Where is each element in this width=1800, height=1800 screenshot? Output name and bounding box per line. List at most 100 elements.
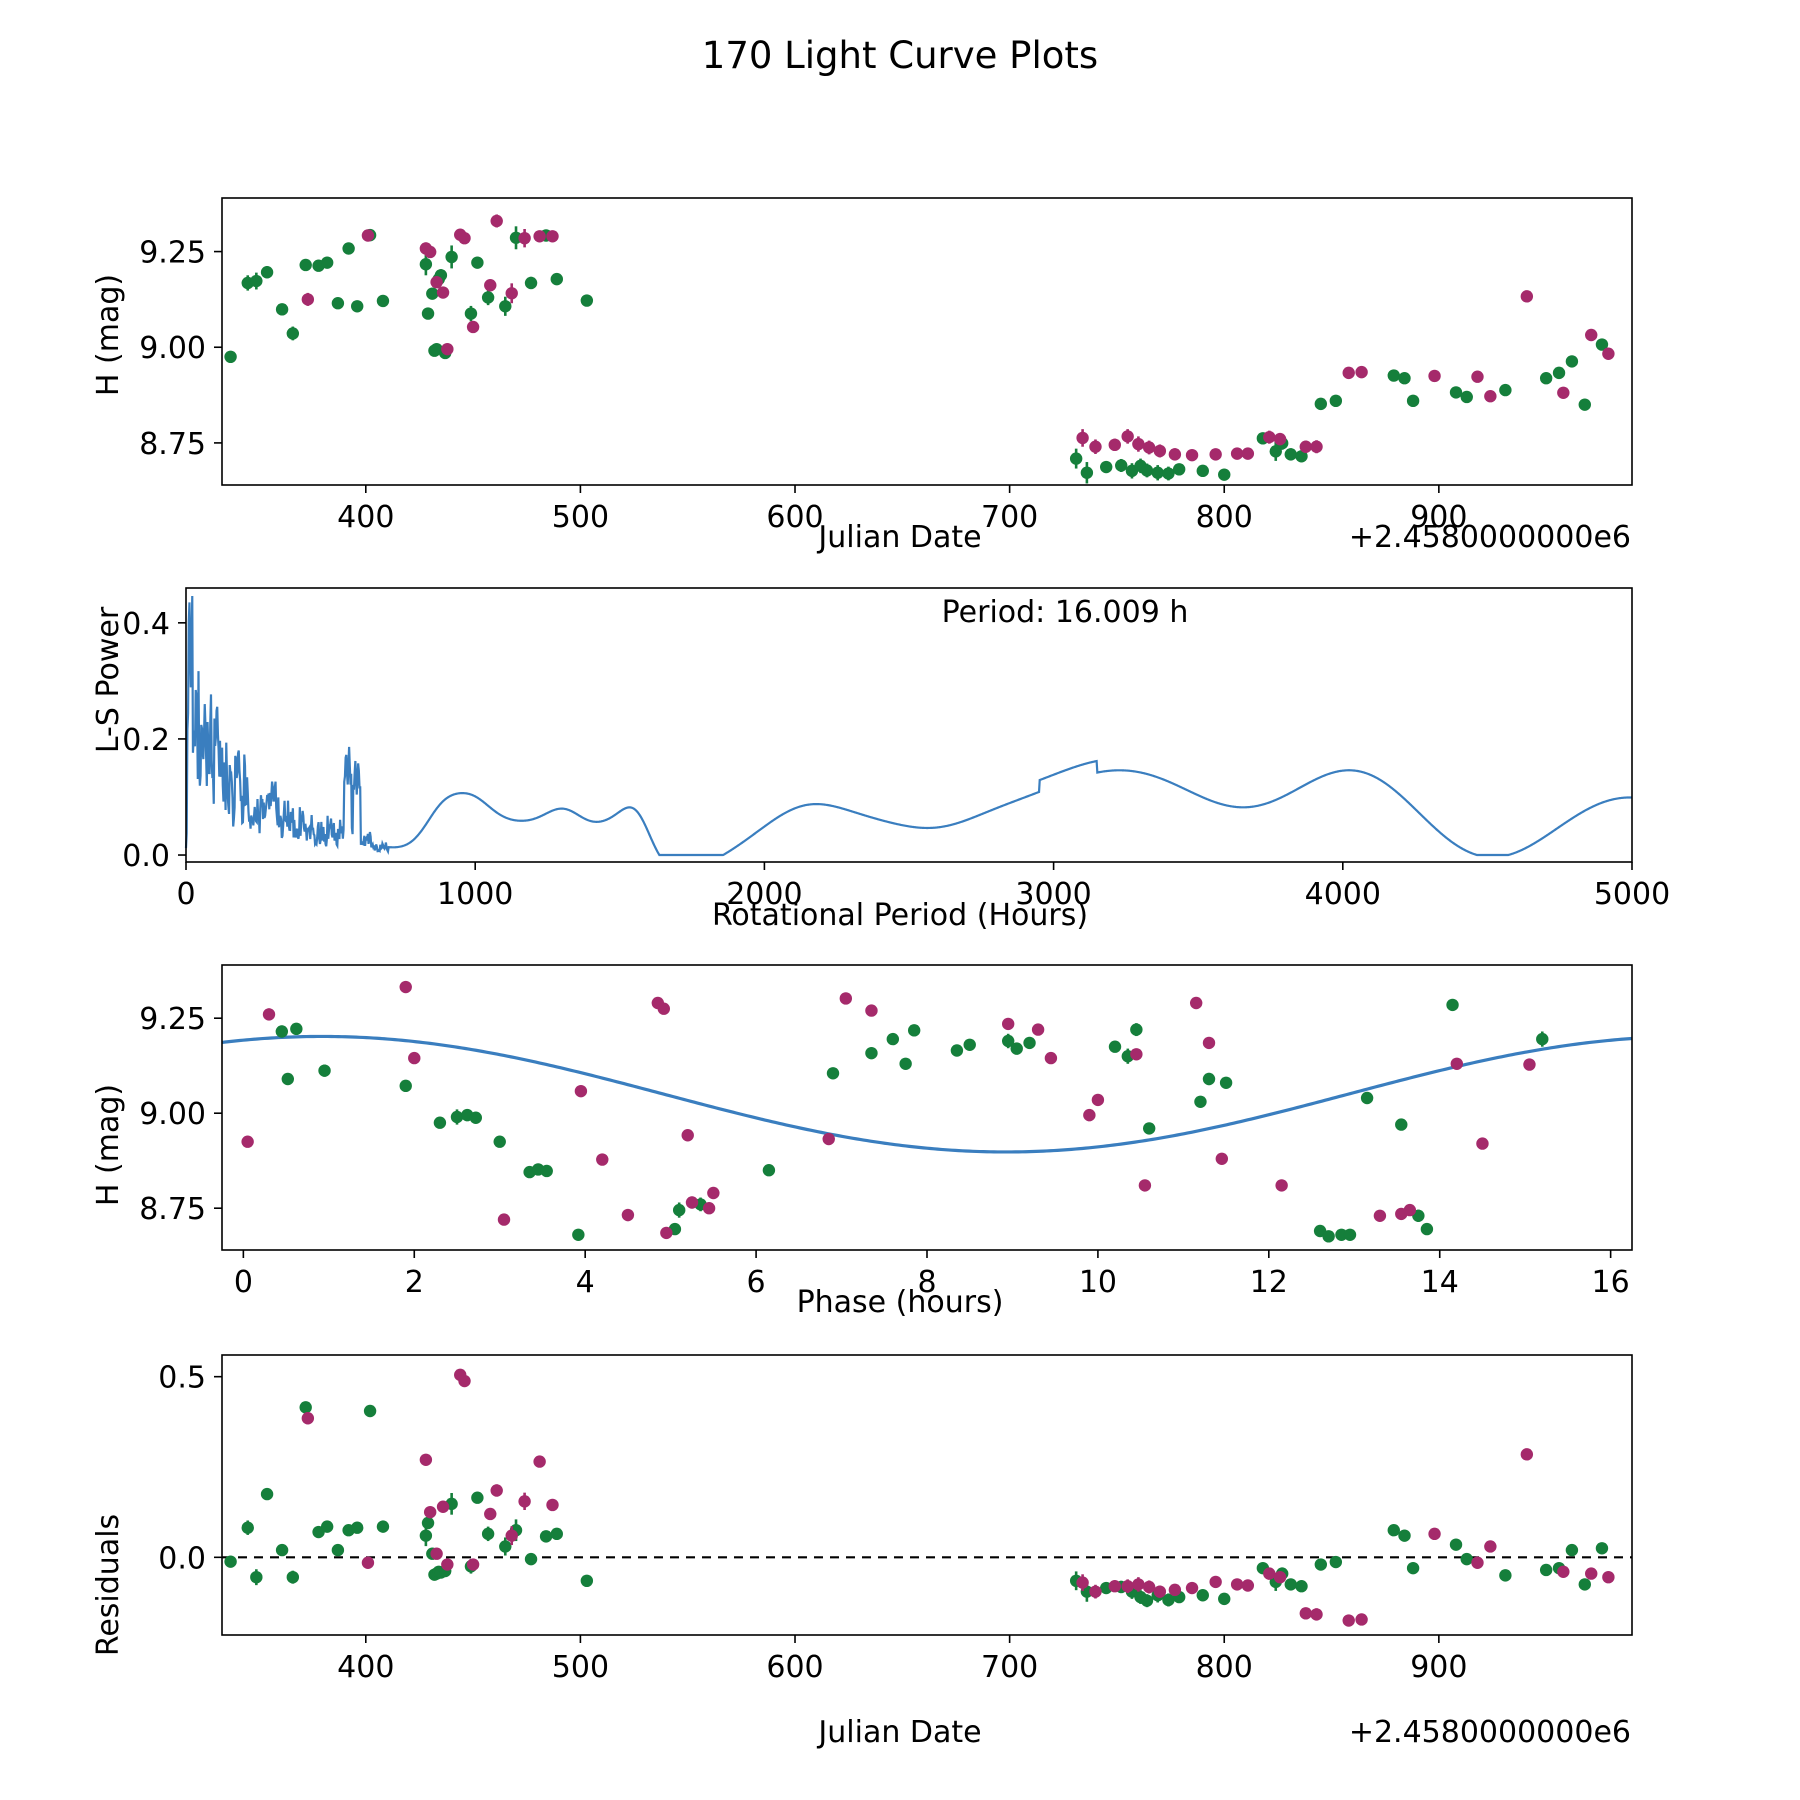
light-curve-xtick-label: 400 bbox=[337, 500, 394, 535]
phase-data-point bbox=[660, 1226, 673, 1240]
residuals-data-point bbox=[1295, 1580, 1308, 1593]
residuals-data-point bbox=[518, 1495, 531, 1508]
phase-data-point bbox=[1420, 1222, 1434, 1236]
residuals-xtick-label: 600 bbox=[766, 1650, 823, 1685]
light-curve-data-point bbox=[430, 275, 443, 289]
residuals-data-point bbox=[1218, 1592, 1231, 1606]
residuals-data-point bbox=[1209, 1575, 1222, 1589]
light-curve-data-point bbox=[1460, 390, 1473, 404]
light-curve-data-point bbox=[464, 307, 478, 320]
light-curve-data-point bbox=[299, 258, 312, 272]
light-curve-data-point bbox=[224, 350, 237, 364]
panel-phase-folded: 0 2 4 6 8 10 12 14 168.759.009.25 Phase (hours) … bbox=[91, 964, 1633, 1320]
periodogram-data-layer bbox=[184, 595, 1632, 857]
light-curve-data-point bbox=[1578, 398, 1591, 411]
residuals-yaxis-label: Residuals bbox=[91, 1514, 126, 1656]
light-curve-data-point bbox=[466, 320, 480, 334]
residuals-data-point bbox=[361, 1556, 375, 1569]
light-curve-data-point bbox=[533, 230, 546, 243]
phase-data-point bbox=[1001, 1017, 1015, 1031]
residuals-data-point bbox=[419, 1453, 433, 1466]
phase-data-point bbox=[865, 1046, 878, 1060]
residuals-data-point bbox=[1602, 1570, 1615, 1584]
phase-data-point bbox=[1450, 1057, 1464, 1071]
light-curve-data-point bbox=[331, 297, 345, 310]
light-curve-data-point bbox=[499, 300, 512, 313]
light-curve-ytick-label: 8.75 bbox=[139, 427, 206, 462]
light-curve-data-point bbox=[320, 256, 334, 269]
phase-data-point bbox=[1476, 1137, 1489, 1150]
light-curve-data-point bbox=[1185, 448, 1199, 462]
phase-xtick-label: 12 bbox=[1250, 1265, 1288, 1300]
residuals-data-layer bbox=[222, 1368, 1632, 1627]
phase-data-point bbox=[574, 1084, 588, 1098]
phase-xaxis-label: Phase (hours) bbox=[797, 1285, 1004, 1320]
residuals-data-point bbox=[1121, 1580, 1134, 1593]
residuals-plot-frame bbox=[221, 1354, 1633, 1636]
phase-data-point bbox=[572, 1228, 585, 1242]
light-curve-data-point bbox=[1595, 338, 1609, 351]
page-title: 170 Light Curve Plots bbox=[702, 34, 1098, 77]
phase-data-point bbox=[540, 1164, 553, 1178]
residuals-xtick-label: 500 bbox=[552, 1650, 609, 1685]
phase-data-point bbox=[1031, 1023, 1045, 1036]
phase-data-point bbox=[1108, 1040, 1122, 1053]
light-curve-data-point bbox=[458, 231, 471, 245]
light-curve-data-point bbox=[1162, 467, 1175, 480]
residuals-data-point bbox=[351, 1521, 364, 1534]
phase-data-point bbox=[1446, 998, 1459, 1012]
light-curve-data-point bbox=[1499, 383, 1512, 397]
light-curve-data-point bbox=[1196, 464, 1209, 478]
residuals-data-point bbox=[1230, 1578, 1244, 1591]
phase-data-point bbox=[1010, 1042, 1023, 1055]
phase-data-point bbox=[1202, 1072, 1216, 1086]
light-curve-data-point bbox=[1552, 366, 1566, 380]
light-curve-data-point bbox=[1172, 463, 1186, 476]
residuals-xaxis-offset: +2.4580000000e6 bbox=[1349, 1715, 1631, 1750]
residuals-data-point bbox=[419, 1529, 433, 1542]
phase-data-point bbox=[1091, 1093, 1105, 1107]
phase-data-point bbox=[1083, 1108, 1096, 1122]
phase-xtick-label: 8 bbox=[917, 1265, 936, 1300]
residuals-data-point bbox=[1108, 1580, 1121, 1593]
light-curve-data-point bbox=[1565, 355, 1579, 368]
phase-data-point bbox=[1275, 1179, 1288, 1192]
residuals-data-point bbox=[1263, 1567, 1276, 1580]
phase-model-curve bbox=[221, 1034, 1633, 1154]
periodogram-xtick-label: 5000 bbox=[1594, 877, 1670, 912]
residuals-data-point bbox=[286, 1570, 300, 1584]
phase-data-point bbox=[262, 1008, 276, 1021]
residuals-data-point bbox=[320, 1520, 334, 1533]
light-curve-xtick-label: 500 bbox=[552, 500, 609, 535]
phase-ytick-label: 9.00 bbox=[139, 1097, 206, 1132]
period-annotation: Period: 16.009 h bbox=[942, 595, 1189, 630]
residuals-xaxis-label: Julian Date bbox=[816, 1715, 981, 1750]
residuals-data-point bbox=[1185, 1581, 1199, 1595]
residuals-data-point bbox=[1460, 1552, 1473, 1566]
phase-data-point bbox=[1395, 1118, 1408, 1131]
residuals-data-point bbox=[533, 1455, 546, 1468]
periodogram-ytick-label: 0.4 bbox=[122, 607, 170, 642]
light-curve-data-point bbox=[1428, 369, 1441, 383]
residuals-data-point bbox=[331, 1543, 345, 1557]
light-curve-data-point bbox=[1310, 440, 1323, 453]
light-curve-data-point bbox=[260, 266, 274, 279]
periodogram-xtick-label: 3000 bbox=[1015, 877, 1091, 912]
residuals-data-point bbox=[430, 1547, 443, 1560]
phase-data-point bbox=[1215, 1152, 1229, 1166]
light-curve-data-point bbox=[1151, 466, 1164, 479]
residuals-data-point bbox=[1520, 1448, 1534, 1461]
phase-xtick-label: 16 bbox=[1592, 1265, 1630, 1300]
light-curve-data-point bbox=[419, 258, 433, 271]
phase-data-point bbox=[596, 1153, 609, 1166]
phase-ytick-label: 8.75 bbox=[139, 1192, 206, 1227]
residuals-data-point bbox=[481, 1527, 495, 1541]
phase-data-point bbox=[762, 1164, 776, 1177]
light-curve-data-point bbox=[505, 287, 518, 300]
phase-data-point bbox=[685, 1196, 699, 1209]
phase-data-point bbox=[1023, 1036, 1036, 1050]
phase-data-point bbox=[1322, 1230, 1335, 1243]
residuals-data-point bbox=[484, 1507, 497, 1521]
phase-data-point bbox=[1189, 996, 1203, 1010]
